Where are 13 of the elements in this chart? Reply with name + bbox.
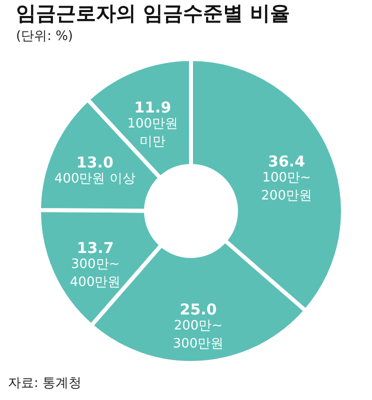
slice-label: 100만~ 200만원 bbox=[261, 170, 312, 204]
data-label: 11.9 bbox=[134, 98, 172, 116]
slice-label: 400만원 이상 bbox=[54, 172, 136, 187]
slice-label: 100만원 미만 bbox=[127, 116, 178, 150]
data-label: 25.0 bbox=[180, 300, 217, 319]
chart-title: 임금근로자의 임금수준별 비율 bbox=[16, 1, 290, 25]
data-label: 13.0 bbox=[76, 154, 114, 172]
text: 자료: 통계청 bbox=[8, 375, 82, 392]
chart-subtitle: (단위: %) bbox=[16, 29, 74, 44]
slice-label: 300만~ 400만원 bbox=[70, 257, 121, 290]
data-label: 13.7 bbox=[76, 239, 114, 258]
slice-label: 200만~ 300만원 bbox=[172, 318, 224, 352]
data-label: 36.4 bbox=[268, 152, 306, 170]
